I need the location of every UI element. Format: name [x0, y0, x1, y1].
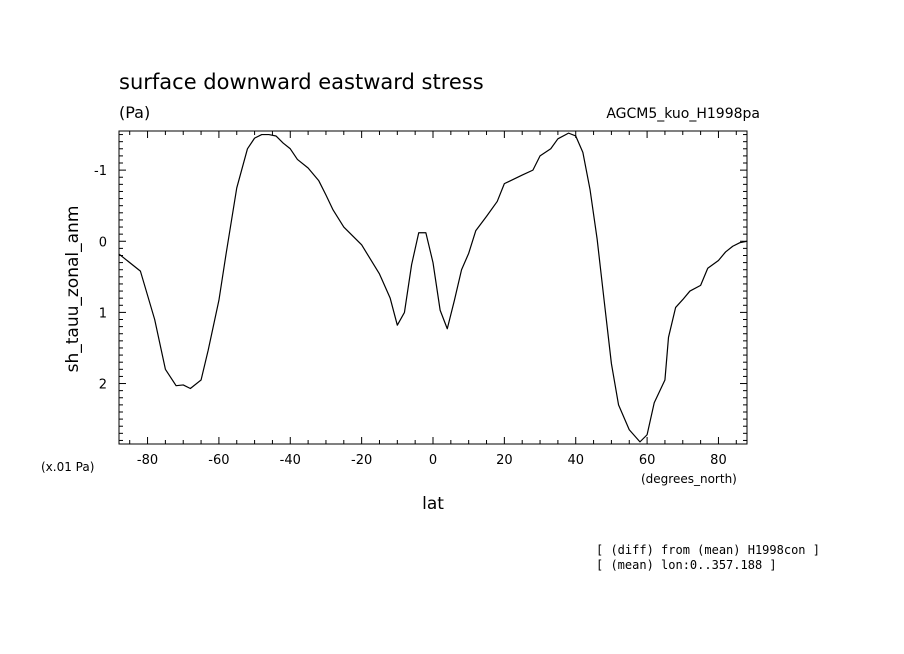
- x-tick-labels: -80 -60 -40 -20 0 20 40 60 80: [137, 453, 727, 468]
- series-line: [118, 132, 748, 443]
- series-points: [119, 133, 747, 442]
- x-axis-label: lat: [422, 494, 444, 514]
- x-axis-units: (degrees_north): [641, 472, 737, 486]
- x-tick-label: -40: [280, 453, 301, 468]
- note-diff: [ (diff) from (mean) H1998con ]: [596, 543, 820, 557]
- x-tick-label: 80: [710, 453, 727, 468]
- x-tick-label: 40: [567, 453, 584, 468]
- x-tick-label: -60: [208, 453, 229, 468]
- x-tick-label: 0: [429, 453, 437, 468]
- y-tick-label: 0: [99, 235, 107, 250]
- x-tick-label: 60: [639, 453, 656, 468]
- y-tick-label: -1: [94, 164, 107, 179]
- y-axis-label: sh_tauu_zonal_anm: [63, 206, 83, 373]
- x-tick-label: -80: [137, 453, 158, 468]
- axis-ticks: [119, 131, 747, 444]
- dataset-label: AGCM5_kuo_H1998pa: [606, 106, 760, 122]
- x-tick-label: -20: [351, 453, 372, 468]
- plot-frame: [118, 130, 748, 445]
- chart-title: surface downward eastward stress: [119, 70, 484, 94]
- y-tick-label: 1: [99, 306, 107, 321]
- chart-units: (Pa): [119, 103, 150, 122]
- x-tick-label: 20: [496, 453, 513, 468]
- y-axis-multiplier: (x.01 Pa): [41, 460, 94, 474]
- y-tick-label: 2: [99, 378, 107, 393]
- y-tick-labels: -1 0 1 2: [94, 164, 107, 392]
- note-mean: [ (mean) lon:0..357.188 ]: [596, 558, 777, 572]
- plot-area: -80 -60 -40 -20 0 20 40 60 80 -1 0 1 2: [94, 130, 748, 468]
